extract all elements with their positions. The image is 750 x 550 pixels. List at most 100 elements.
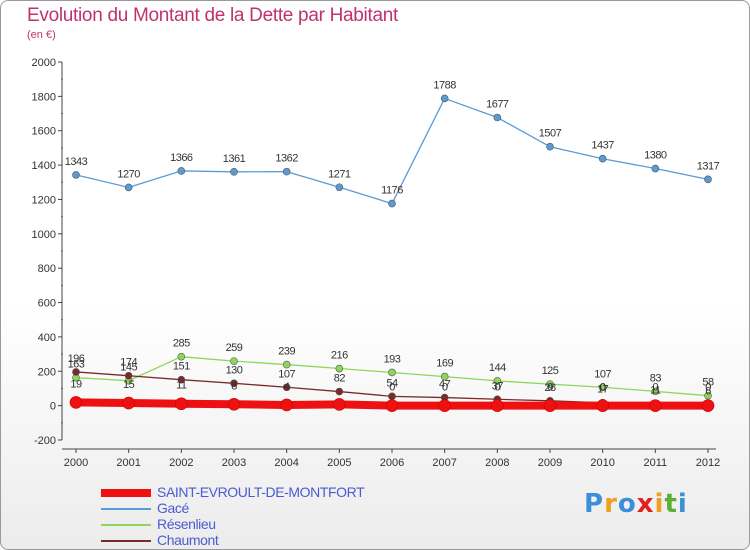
data-point — [651, 164, 660, 173]
data-label: 1176 — [381, 185, 403, 197]
data-label: 8 — [231, 380, 237, 392]
data-label: 0 — [653, 382, 659, 394]
data-point — [438, 399, 451, 412]
y-tick-label: 800 — [38, 263, 56, 275]
data-label: 163 — [68, 359, 85, 371]
data-point — [704, 391, 712, 400]
chart-subtitle: (en €) — [27, 29, 56, 41]
legend-label: SAINT-EVROULT-DE-MONTFORT — [157, 484, 365, 500]
data-point — [596, 399, 609, 412]
data-label: 1366 — [170, 152, 193, 164]
data-point — [388, 368, 396, 377]
data-point — [598, 383, 607, 392]
data-label: 125 — [542, 365, 559, 377]
data-label: 1317 — [697, 160, 720, 172]
data-point — [388, 392, 396, 401]
y-tick-label: 600 — [38, 298, 56, 310]
data-label: 174 — [120, 357, 137, 369]
data-point — [333, 398, 346, 411]
data-label: 1343 — [65, 156, 88, 168]
data-point — [546, 380, 554, 388]
legend-item-saint-evroult: SAINT-EVROULT-DE-MONTFORT — [101, 484, 421, 501]
data-point — [335, 183, 344, 192]
logo-letter: r — [604, 489, 618, 519]
data-label: 17 — [597, 384, 609, 396]
data-point — [651, 387, 660, 396]
data-point — [177, 375, 186, 384]
data-point — [598, 154, 607, 163]
y-tick-label: -200 — [34, 435, 56, 447]
data-point — [701, 399, 715, 412]
data-point — [649, 399, 662, 412]
data-point — [385, 399, 399, 412]
logo-letter: i — [677, 489, 688, 519]
proxiti-logo: Proxiti — [584, 489, 688, 519]
data-point — [230, 379, 238, 388]
data-label: 0 — [389, 382, 395, 394]
data-point — [491, 399, 504, 412]
data-label: 0 — [600, 382, 606, 394]
data-label: 169 — [436, 358, 453, 370]
data-point — [230, 167, 238, 176]
y-tick-label: 0 — [50, 401, 56, 413]
data-label: 54 — [386, 377, 398, 389]
legend-swatch — [101, 524, 151, 526]
data-label: 0 — [705, 382, 711, 394]
data-label: 47 — [439, 379, 451, 391]
x-tick-label: 2010 — [590, 457, 614, 469]
data-label: 6 — [705, 386, 711, 398]
y-tick-label: 2000 — [32, 57, 56, 69]
logo-letter: o — [617, 489, 637, 519]
data-point — [546, 142, 554, 151]
data-point — [282, 167, 291, 176]
data-point — [122, 396, 135, 410]
data-point — [72, 171, 80, 179]
data-point — [69, 396, 83, 409]
x-tick-label: 2003 — [222, 457, 246, 469]
data-label: 1380 — [644, 150, 667, 162]
data-label: 4 — [284, 381, 290, 393]
data-point — [175, 397, 188, 411]
data-label: 145 — [120, 362, 137, 374]
legend-label: Gacé — [157, 500, 189, 516]
data-label: 1270 — [117, 168, 140, 180]
x-tick-label: 2007 — [432, 457, 456, 469]
data-point — [335, 387, 344, 396]
data-label: 107 — [278, 368, 295, 380]
data-label: 37 — [492, 380, 504, 392]
data-label: 151 — [173, 361, 190, 373]
logo-letter: i — [654, 489, 665, 519]
data-label: 1361 — [223, 153, 246, 165]
x-tick-label: 2000 — [64, 457, 88, 469]
y-tick-label: 1800 — [32, 91, 56, 103]
x-tick-label: 2006 — [380, 457, 404, 469]
data-label: 144 — [489, 362, 506, 374]
logo-letter: x — [636, 489, 655, 519]
data-label: 259 — [226, 342, 243, 354]
logo-letter: t — [664, 489, 678, 519]
data-point — [227, 397, 241, 411]
x-tick-label: 2012 — [696, 457, 720, 469]
x-tick-label: 2008 — [485, 457, 509, 469]
x-tick-label: 2005 — [327, 457, 351, 469]
data-point — [280, 398, 293, 412]
data-point — [124, 371, 133, 380]
data-label: 1507 — [539, 128, 562, 140]
data-label: 1271 — [328, 168, 351, 180]
data-label: 11 — [650, 385, 661, 397]
y-tick-label: 1600 — [32, 126, 56, 138]
data-label: 1677 — [486, 98, 509, 110]
data-label: 239 — [278, 346, 295, 358]
legend-item-gace: Gacé — [101, 500, 421, 517]
data-label: 285 — [173, 338, 190, 350]
data-label: 82 — [334, 373, 346, 385]
data-point — [72, 368, 80, 376]
data-label: 1788 — [433, 79, 456, 91]
data-label: 196 — [68, 353, 85, 365]
y-tick-label: 400 — [38, 332, 56, 344]
y-tick-label: 1400 — [32, 160, 56, 172]
data-point — [704, 175, 712, 184]
data-point — [440, 372, 449, 381]
data-point — [493, 113, 502, 122]
